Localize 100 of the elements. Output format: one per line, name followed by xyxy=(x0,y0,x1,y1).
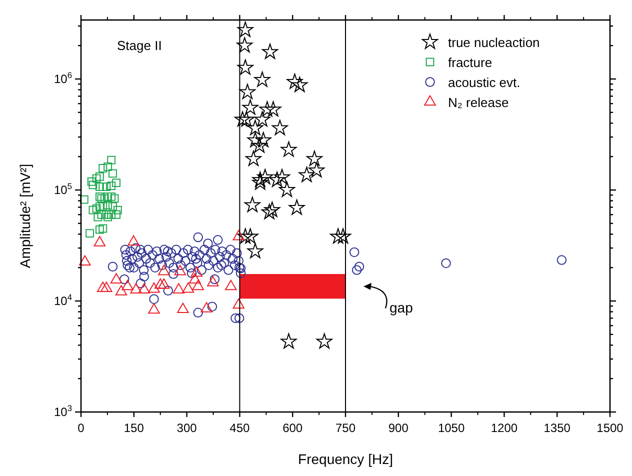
point xyxy=(242,99,258,115)
point xyxy=(95,192,104,201)
point xyxy=(107,156,116,164)
point xyxy=(335,228,352,244)
point xyxy=(244,196,260,212)
point xyxy=(107,192,116,201)
point xyxy=(177,302,189,314)
point xyxy=(158,278,170,289)
point xyxy=(192,280,204,290)
point xyxy=(95,225,104,234)
point xyxy=(79,255,91,266)
point xyxy=(280,141,297,157)
point xyxy=(158,264,170,276)
point xyxy=(280,333,297,349)
point xyxy=(104,162,112,171)
point xyxy=(174,264,186,276)
x-tick-label: 1500 xyxy=(596,421,624,435)
point xyxy=(272,120,288,136)
point xyxy=(298,166,315,182)
point xyxy=(330,228,346,244)
point xyxy=(234,111,251,127)
point xyxy=(278,182,295,197)
point xyxy=(97,210,106,219)
point xyxy=(98,224,108,233)
point xyxy=(242,228,258,244)
point xyxy=(254,111,270,127)
x-tick-label: 1200 xyxy=(490,421,518,435)
point xyxy=(225,280,237,290)
point xyxy=(286,74,303,89)
x-tick-label: 600 xyxy=(282,421,303,435)
point xyxy=(237,22,254,37)
legend-label: acoustic evt. xyxy=(448,75,520,90)
point xyxy=(95,172,104,181)
point xyxy=(265,101,282,116)
point xyxy=(237,228,254,244)
point xyxy=(88,180,98,190)
point xyxy=(94,236,106,246)
point xyxy=(95,202,104,211)
point xyxy=(252,172,268,187)
point xyxy=(190,266,203,277)
legend-label: N₂ release xyxy=(448,95,509,110)
point xyxy=(252,174,268,190)
point xyxy=(238,111,254,127)
x-tick-label: 450 xyxy=(230,421,250,435)
point xyxy=(255,132,272,148)
point xyxy=(245,150,262,166)
point xyxy=(122,280,134,290)
y-tick-label: 10$^{3}$ xyxy=(54,403,72,419)
x-tick-label: 1050 xyxy=(438,421,465,435)
point xyxy=(308,162,325,178)
point xyxy=(86,229,94,238)
x-tick-label: 150 xyxy=(124,421,144,435)
point xyxy=(154,278,166,289)
point xyxy=(138,283,150,294)
point xyxy=(80,195,88,204)
point xyxy=(269,172,286,187)
legend-label: fracture xyxy=(448,55,492,70)
point xyxy=(182,282,194,293)
point xyxy=(237,59,254,75)
point xyxy=(92,204,101,213)
y-tick-label: 10$^{6}$ xyxy=(54,70,72,86)
point xyxy=(200,302,212,312)
point xyxy=(110,273,122,284)
x-tick-label: 750 xyxy=(335,421,356,435)
x-tick-label: 900 xyxy=(388,421,409,435)
point xyxy=(107,210,116,219)
point xyxy=(112,178,120,188)
point xyxy=(104,192,112,201)
point xyxy=(292,76,308,92)
point xyxy=(247,242,264,258)
legend-label: true nucleaction xyxy=(448,35,540,50)
point xyxy=(100,282,112,292)
point xyxy=(288,199,305,215)
point xyxy=(262,44,278,59)
point xyxy=(102,210,111,219)
point xyxy=(264,202,280,217)
point xyxy=(247,120,264,136)
point xyxy=(104,212,112,222)
point xyxy=(108,169,117,178)
y-axis-title: Amplitude² [mV²] xyxy=(17,164,33,268)
point xyxy=(92,174,101,183)
x-axis-title: Frequency [Hz] xyxy=(298,451,393,467)
y-tick-label: 10$^{5}$ xyxy=(54,180,72,197)
point xyxy=(261,204,278,220)
point xyxy=(96,282,109,292)
point xyxy=(316,333,332,349)
point xyxy=(107,182,116,190)
point xyxy=(130,283,142,294)
annotation: gap xyxy=(390,299,414,316)
point xyxy=(259,101,276,116)
point xyxy=(98,164,108,172)
point xyxy=(274,168,290,184)
point xyxy=(172,283,185,294)
point xyxy=(189,273,201,284)
point xyxy=(115,285,128,296)
point xyxy=(207,276,219,286)
point xyxy=(110,194,119,203)
point xyxy=(239,84,256,100)
point xyxy=(98,202,108,211)
point xyxy=(306,150,322,166)
